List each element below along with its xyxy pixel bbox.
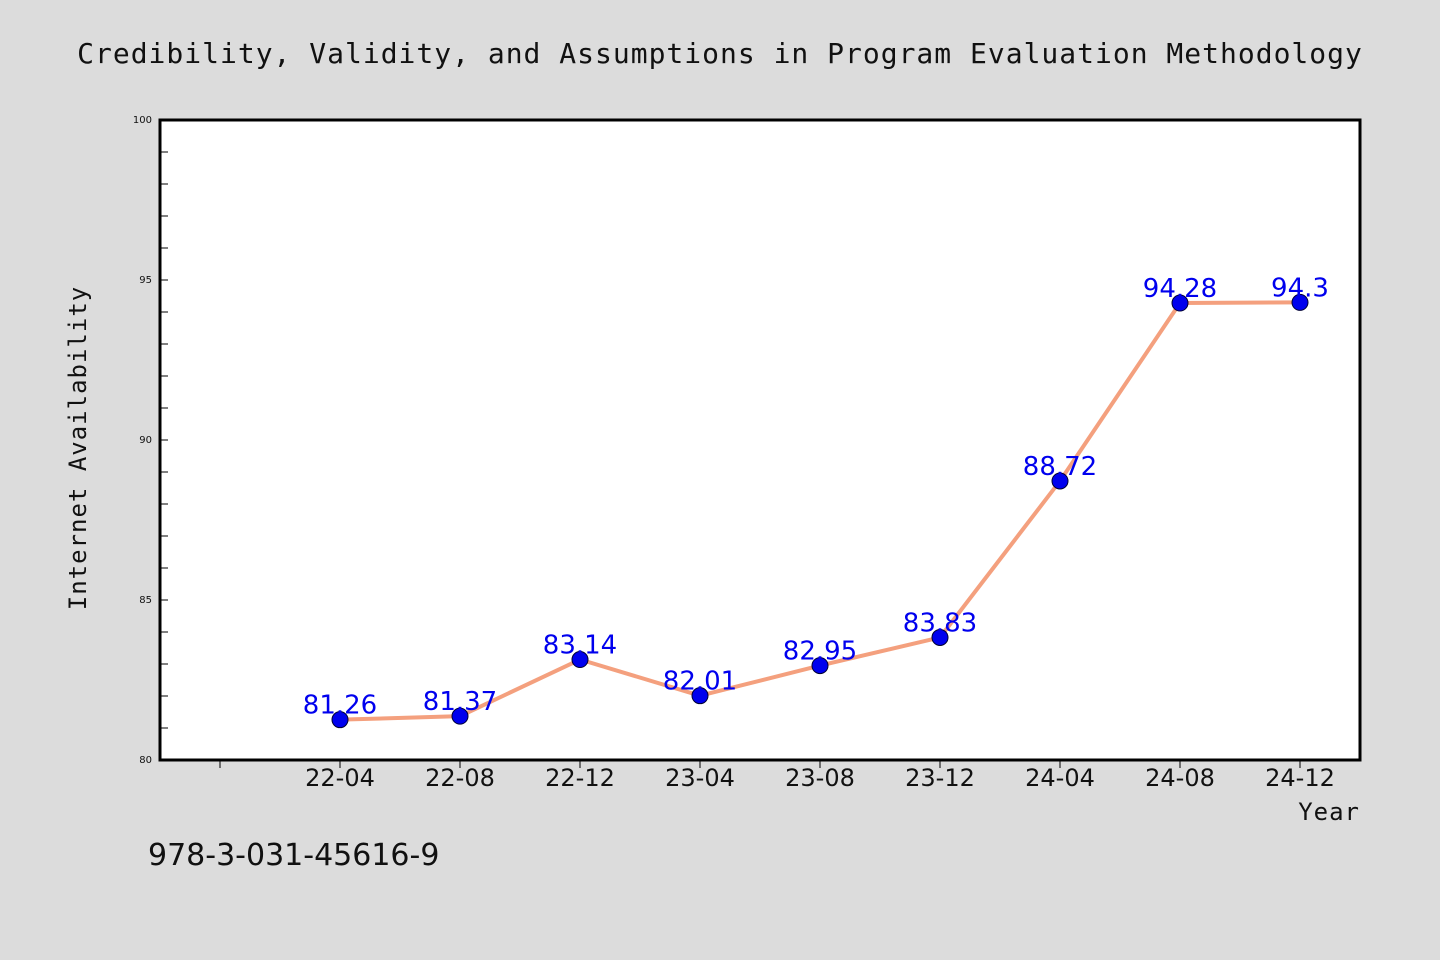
data-point — [811, 657, 829, 675]
y-tick-label: 95 — [139, 275, 152, 286]
data-label: 81.26 — [303, 691, 377, 721]
y-axis-label: Internet Availability — [64, 286, 92, 610]
data-point — [1051, 472, 1069, 490]
isbn-text: 978-3-031-45616-9 — [148, 838, 439, 873]
y-tick-label: 100 — [133, 115, 152, 126]
plot-area — [158, 118, 1362, 762]
data-label: 82.95 — [783, 637, 857, 667]
data-label: 82.01 — [663, 667, 737, 697]
x-tick-label: 24-04 — [1025, 764, 1095, 792]
data-point — [931, 628, 949, 646]
y-axis: 80 85 90 95 100 — [133, 115, 168, 766]
data-point — [331, 711, 349, 729]
y-tick-label: 90 — [139, 435, 152, 446]
x-tick-label: 24-08 — [1145, 764, 1215, 792]
x-axis: 22-04 22-08 22-12 23-04 23-08 23-12 24-04 24-08… — [219, 760, 1335, 792]
chart-title: Credibility, Validity, and Assumptions i… — [77, 37, 1363, 70]
y-tick-label: 80 — [139, 755, 152, 766]
x-tick-label: 22-04 — [305, 764, 375, 792]
x-tick-label: 22-12 — [545, 764, 615, 792]
data-label: 94.3 — [1271, 273, 1329, 303]
data-label: 94.28 — [1143, 274, 1217, 304]
y-tick-label: 85 — [139, 595, 152, 606]
data-point — [691, 687, 709, 705]
series-line-group: 81.26 81.37 83.14 82.01 82.95 83.83 88.72 94.28… — [303, 273, 1329, 729]
x-axis-label: Year — [1298, 798, 1360, 826]
x-tick-label: 23-08 — [785, 764, 855, 792]
data-point — [571, 651, 589, 669]
x-tick-label: 22-08 — [425, 764, 495, 792]
x-tick-label: 24-12 — [1265, 764, 1335, 792]
data-point — [1291, 293, 1309, 311]
data-label: 83.14 — [543, 631, 617, 661]
data-label: 81.37 — [423, 687, 497, 717]
data-label: 83.83 — [903, 608, 977, 638]
data-label: 88.72 — [1023, 452, 1097, 482]
x-tick-label: 23-12 — [905, 764, 975, 792]
x-tick-label: 23-04 — [665, 764, 735, 792]
data-point — [1171, 294, 1189, 312]
data-point — [451, 707, 469, 725]
